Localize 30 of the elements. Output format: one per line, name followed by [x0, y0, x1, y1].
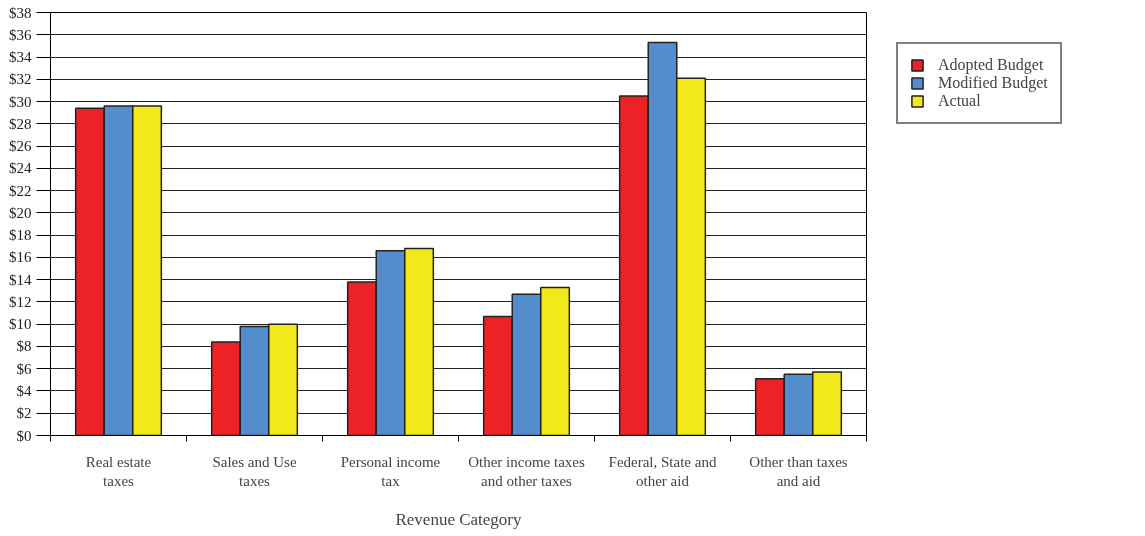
y-tick-label: $10 [9, 316, 32, 333]
y-tick-label: $18 [9, 227, 32, 244]
y-tick-label: $34 [9, 49, 32, 66]
x-tick-label: Sales and Use taxes [212, 453, 297, 489]
y-tick-label: $14 [9, 271, 32, 288]
legend-label: Adopted Budget [938, 56, 1044, 74]
y-tick-label: $0 [16, 427, 32, 444]
x-tick-label: Real estate taxes [85, 453, 152, 489]
y-tick-label: $4 [16, 382, 32, 399]
y-tick-label: $30 [9, 93, 32, 110]
y-tick-label: $6 [16, 360, 32, 377]
y-tick-label: $28 [9, 115, 32, 132]
x-axis-title: Revenue Category [395, 509, 523, 529]
y-tick-label: $12 [9, 293, 32, 310]
y-tick-label: $38 [9, 4, 32, 21]
y-tick-label: $8 [16, 338, 32, 355]
y-tick-label: $16 [9, 249, 32, 266]
x-tick-label: Other income taxes and other taxes [468, 453, 585, 489]
y-tick-label: $32 [9, 71, 32, 88]
y-tick-label: $26 [9, 138, 32, 155]
y-tick-label: $36 [9, 26, 32, 43]
x-tick-label: Personal income tax [340, 453, 441, 489]
legend-label: Actual [938, 92, 981, 110]
y-tick-label: $24 [9, 160, 32, 177]
y-tick-label: $2 [16, 405, 32, 422]
y-tick-label: $20 [9, 204, 32, 221]
x-tick-label: Other than taxes and aid [749, 453, 848, 489]
y-tick-label: $22 [9, 182, 32, 199]
x-tick-label: Federal, State and other aid [608, 453, 717, 489]
legend-label: Modified Budget [938, 74, 1048, 92]
